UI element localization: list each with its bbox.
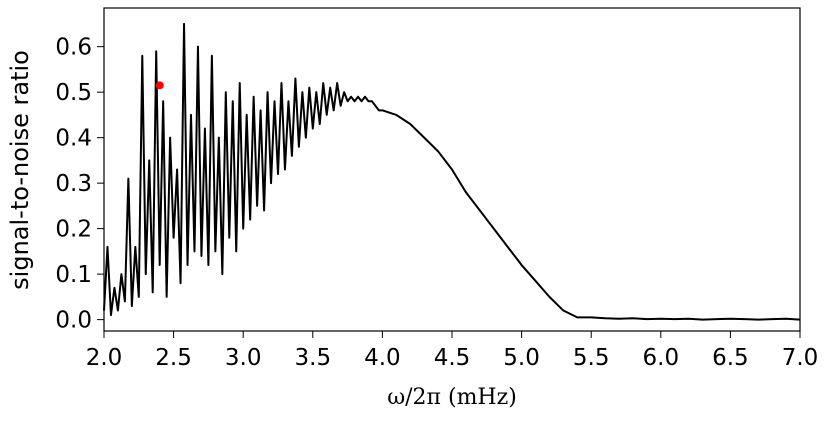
x-tick-label: 6.5 bbox=[712, 345, 749, 371]
x-axis-label: ω/2π (mHz) bbox=[387, 385, 517, 410]
plot-frame bbox=[103, 7, 801, 332]
y-tick-label: 0.1 bbox=[55, 262, 92, 288]
x-tick-label: 5.0 bbox=[503, 345, 540, 371]
x-tick-label: 4.0 bbox=[364, 345, 401, 371]
y-axis-label: signal-to-noise ratio bbox=[6, 50, 34, 290]
x-tick-label: 5.5 bbox=[573, 345, 610, 371]
data-line bbox=[103, 22, 801, 321]
y-tick-label: 0.4 bbox=[55, 126, 92, 152]
y-tick-label: 0.0 bbox=[55, 308, 92, 334]
highlight-point bbox=[155, 81, 164, 90]
x-tick-label: 3.0 bbox=[225, 345, 262, 371]
x-tick-label: 7.0 bbox=[782, 345, 819, 371]
y-tick-label: 0.5 bbox=[55, 80, 92, 106]
y-tick-label: 0.3 bbox=[55, 171, 92, 197]
y-tick-label: 0.6 bbox=[55, 35, 92, 61]
x-tick-label: 2.5 bbox=[155, 345, 192, 371]
x-tick-label: 3.5 bbox=[295, 345, 332, 371]
y-tick-label: 0.2 bbox=[55, 217, 92, 243]
x-tick-label: 6.0 bbox=[643, 345, 680, 371]
x-tick-label: 2.0 bbox=[86, 345, 123, 371]
x-tick-label: 4.5 bbox=[434, 345, 471, 371]
